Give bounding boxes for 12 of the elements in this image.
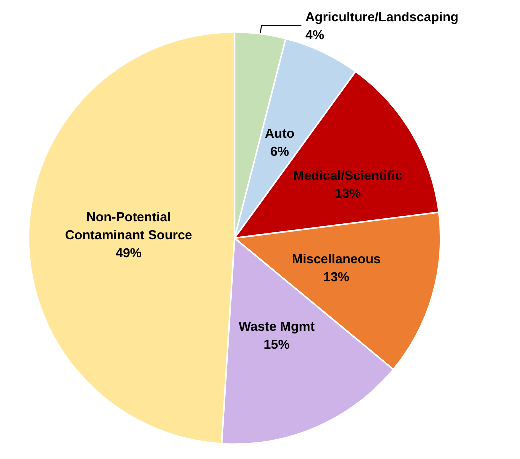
slice-label: Miscellaneous (292, 251, 382, 266)
slice-label: Agriculture/Landscaping (306, 10, 459, 25)
slice-label: Auto (265, 126, 295, 141)
data-label: 49% (116, 246, 142, 261)
slice-label: Waste Mgmt (238, 319, 316, 334)
data-label: 15% (264, 337, 290, 352)
data-label: 4% (306, 28, 325, 43)
data-label: 13% (324, 269, 350, 284)
slice-label: Non-Potential Contaminant Source (65, 210, 192, 243)
data-label: 13% (335, 186, 362, 201)
slice-label: Medical/Scientific (293, 168, 403, 183)
data-label: 6% (270, 144, 290, 159)
